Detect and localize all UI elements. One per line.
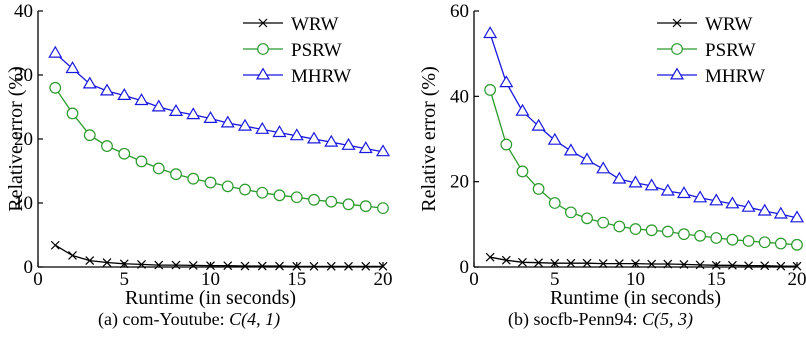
legend-marker-psrw	[258, 44, 269, 55]
data-point-psrw	[630, 224, 641, 235]
data-point-mhrw	[517, 105, 529, 115]
y-tick-label: 20	[450, 172, 469, 193]
legend-label-wrw: WRW	[705, 14, 753, 35]
x-axis-label: Runtime (in seconds)	[550, 287, 721, 309]
data-point-psrw	[119, 148, 130, 159]
panel-caption: (b) socfb-Penn94: C(5, 3)	[508, 309, 693, 330]
data-point-psrw	[84, 130, 95, 141]
series-psrw	[485, 85, 802, 250]
legend-label-wrw: WRW	[291, 14, 339, 35]
data-point-mhrw	[597, 163, 609, 173]
data-point-psrw	[501, 139, 512, 150]
data-point-psrw	[549, 198, 560, 209]
x-axis-label: Runtime (in seconds)	[125, 287, 296, 309]
data-point-psrw	[102, 141, 113, 152]
data-point-mhrw	[565, 145, 577, 155]
data-point-psrw	[378, 203, 389, 214]
data-point-psrw	[759, 237, 770, 248]
legend-marker-psrw	[672, 44, 683, 55]
data-point-psrw	[222, 181, 233, 192]
y-axis-label: Relative error (%)	[418, 66, 440, 211]
caption-math: C(5, 3)	[642, 309, 693, 330]
data-point-psrw	[485, 85, 496, 96]
data-point-psrw	[188, 173, 199, 184]
data-point-mhrw	[613, 173, 625, 183]
data-point-psrw	[598, 217, 609, 228]
y-tick-label: 0	[24, 257, 34, 278]
data-point-psrw	[679, 229, 690, 240]
data-point-psrw	[343, 199, 354, 210]
data-point-psrw	[533, 184, 544, 195]
data-point-mhrw	[549, 134, 561, 144]
legend-label-mhrw: MHRW	[705, 66, 765, 87]
data-point-psrw	[792, 240, 803, 251]
y-tick-label: 40	[14, 1, 33, 22]
data-point-psrw	[614, 221, 625, 232]
y-tick-label: 60	[450, 1, 469, 22]
data-point-mhrw	[500, 76, 512, 86]
y-tick-label: 40	[450, 86, 469, 107]
data-point-psrw	[646, 225, 657, 236]
data-point-wrw	[69, 251, 77, 259]
caption-math: C(4, 1)	[229, 309, 280, 330]
data-point-psrw	[240, 184, 251, 195]
series-mhrw	[49, 47, 389, 156]
data-point-psrw	[566, 207, 577, 218]
data-point-mhrw	[581, 154, 593, 164]
caption-text: (a) com-Youtube:	[98, 309, 229, 330]
data-point-psrw	[326, 196, 337, 207]
y-axis-label: Relative error (%)	[5, 66, 27, 211]
data-point-psrw	[360, 201, 371, 212]
data-point-psrw	[663, 226, 674, 237]
series-line-psrw	[490, 90, 797, 245]
data-point-psrw	[743, 236, 754, 247]
x-tick-label: 20	[788, 269, 806, 290]
data-point-wrw	[51, 241, 59, 249]
data-point-psrw	[205, 177, 216, 188]
legend-marker-mhrw	[257, 69, 269, 79]
legend-label-mhrw: MHRW	[291, 66, 351, 87]
legend-label-psrw: PSRW	[291, 40, 342, 61]
data-point-psrw	[291, 192, 302, 203]
series-psrw	[50, 83, 388, 214]
data-point-psrw	[309, 195, 320, 206]
panel-caption: (a) com-Youtube: C(4, 1)	[98, 309, 280, 330]
data-point-mhrw	[49, 47, 61, 57]
data-point-psrw	[153, 163, 164, 174]
data-point-psrw	[136, 156, 147, 167]
y-tick-label: 0	[460, 257, 470, 278]
data-point-psrw	[711, 233, 722, 244]
legend-label-psrw: PSRW	[705, 40, 756, 61]
caption-text: (b) socfb-Penn94:	[508, 309, 642, 330]
legend: WRW PSRW MHRW	[657, 14, 765, 87]
x-tick-label: 0	[33, 269, 43, 290]
data-point-psrw	[67, 108, 78, 119]
data-point-psrw	[582, 213, 593, 224]
data-point-mhrw	[84, 78, 96, 88]
data-point-psrw	[171, 169, 182, 180]
series-wrw	[51, 241, 387, 270]
legend-marker-mhrw	[671, 69, 683, 79]
data-point-psrw	[776, 238, 787, 249]
data-point-psrw	[727, 234, 738, 245]
data-point-psrw	[50, 83, 61, 94]
data-point-psrw	[517, 166, 528, 177]
data-point-mhrw	[67, 62, 79, 72]
data-point-mhrw	[484, 27, 496, 37]
x-tick-label: 20	[374, 269, 393, 290]
x-tick-label: 0	[469, 269, 479, 290]
legend: WRW PSRW MHRW	[243, 14, 351, 87]
data-point-psrw	[274, 190, 285, 201]
data-point-psrw	[695, 231, 706, 242]
data-point-psrw	[257, 187, 268, 198]
